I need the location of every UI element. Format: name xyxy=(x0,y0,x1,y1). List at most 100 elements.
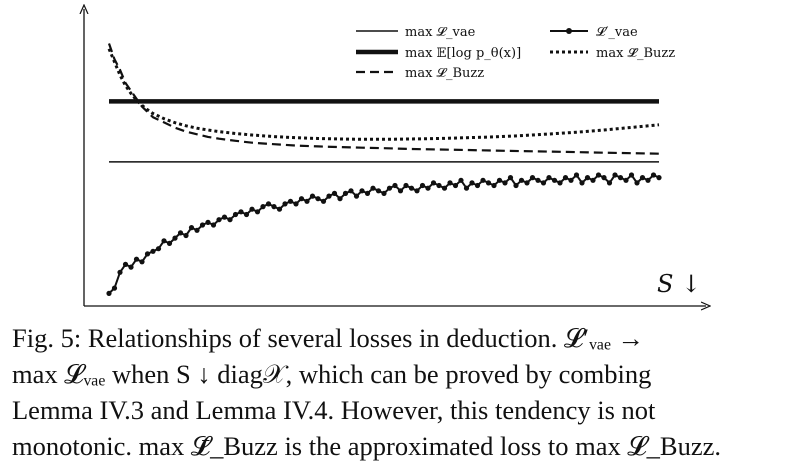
data-point xyxy=(606,180,613,186)
data-point xyxy=(414,188,420,194)
data-point xyxy=(408,185,415,191)
data-point xyxy=(210,222,217,228)
data-point xyxy=(573,172,580,178)
legend-swatch-dot xyxy=(566,28,572,34)
data-point xyxy=(199,222,206,228)
data-point xyxy=(623,177,629,183)
data-point xyxy=(496,177,503,183)
data-point xyxy=(639,175,646,181)
data-point xyxy=(144,251,151,257)
data-point xyxy=(469,180,475,186)
data-point xyxy=(265,201,272,207)
data-point xyxy=(353,193,360,199)
data-point xyxy=(430,180,437,186)
data-point xyxy=(386,185,393,191)
data-point xyxy=(364,190,371,196)
data-point xyxy=(177,230,184,236)
data-point xyxy=(326,193,332,199)
data-point xyxy=(166,240,173,246)
data-point xyxy=(612,172,618,178)
data-point xyxy=(392,182,398,189)
series-line-l-buzz xyxy=(107,43,660,155)
data-point xyxy=(216,217,222,223)
data-point xyxy=(375,188,382,194)
data-point xyxy=(161,238,167,244)
data-point xyxy=(557,180,563,186)
data-point xyxy=(315,196,321,202)
data-point xyxy=(331,190,338,196)
data-point xyxy=(458,177,464,183)
data-point xyxy=(595,172,602,178)
data-point xyxy=(128,264,134,270)
data-point xyxy=(474,182,481,189)
data-point xyxy=(188,225,195,231)
data-point xyxy=(419,182,426,189)
data-point xyxy=(441,185,448,191)
caption-line-1: Fig. 5: Relationships of several losses … xyxy=(12,323,645,353)
data-point xyxy=(155,246,162,252)
x-axis-label: S ↓ xyxy=(657,270,701,298)
data-point xyxy=(150,248,156,254)
data-point xyxy=(249,206,255,212)
data-point xyxy=(111,285,118,291)
legend-item-l-elbo: max 𝔼[log p_θ(x)] xyxy=(356,46,521,61)
data-point xyxy=(513,182,519,189)
data-point xyxy=(133,256,140,262)
data-point xyxy=(551,177,558,183)
data-point xyxy=(337,196,343,202)
data-point xyxy=(309,193,316,199)
data-point xyxy=(106,290,112,296)
data-point xyxy=(183,232,189,239)
data-point xyxy=(276,206,283,212)
data-point xyxy=(628,172,635,178)
data-point xyxy=(342,190,349,196)
data-point xyxy=(634,180,640,186)
data-point xyxy=(282,201,288,207)
data-point xyxy=(617,175,624,181)
data-point xyxy=(480,177,486,183)
data-point xyxy=(584,175,591,181)
legend-label-l-buzz-bar: max 𝓛̄_Buzz xyxy=(596,46,675,61)
data-point xyxy=(463,185,470,191)
data-point xyxy=(359,188,365,194)
data-point xyxy=(194,227,200,233)
series-line-l-buzz-bar xyxy=(107,48,660,141)
data-point xyxy=(348,188,354,194)
data-point xyxy=(254,209,261,215)
data-point xyxy=(320,198,327,204)
data-point xyxy=(535,177,541,183)
data-point xyxy=(260,204,266,210)
data-point xyxy=(518,177,525,183)
data-point xyxy=(562,175,569,181)
data-point xyxy=(271,204,277,210)
series-layer xyxy=(106,43,662,296)
data-point xyxy=(568,177,574,183)
data-point xyxy=(205,219,211,225)
figure-caption: Fig. 5: Relationships of several losses … xyxy=(12,320,780,464)
data-point xyxy=(507,175,514,181)
data-point xyxy=(117,269,123,275)
caption-line-2: max 𝓛ᵥₐₑ when S ↓ diag𝒳, which can be pr… xyxy=(12,359,652,389)
data-point xyxy=(238,209,244,215)
legend-item-l-vae-prime: 𝓛′_vae xyxy=(550,25,638,40)
legend-item-l-buzz: max 𝓛_Buzz xyxy=(356,66,484,81)
data-point xyxy=(485,180,492,186)
data-point xyxy=(397,188,404,194)
data-point xyxy=(650,172,657,178)
data-point xyxy=(172,235,178,241)
data-point xyxy=(227,217,233,223)
data-point xyxy=(546,175,552,181)
legend-label-l-buzz: max 𝓛_Buzz xyxy=(405,66,484,81)
data-point xyxy=(298,196,305,202)
legend-item-l-buzz-bar: max 𝓛̄_Buzz xyxy=(550,46,675,61)
data-point xyxy=(232,211,239,218)
legend-label-l-elbo: max 𝔼[log p_θ(x)] xyxy=(405,46,521,61)
data-point xyxy=(529,175,536,181)
data-point xyxy=(139,259,145,265)
legend: max 𝓛_vae max 𝔼[log p_θ(x)] max 𝓛_Buzz 𝓛… xyxy=(356,25,675,81)
data-point xyxy=(425,185,431,191)
legend-label-l-vae: max 𝓛_vae xyxy=(405,25,476,40)
chart: S ↓ max 𝓛_vae max 𝔼[log p_θ(x)] max 𝓛_Bu… xyxy=(0,0,788,318)
data-point xyxy=(403,182,409,189)
data-point xyxy=(540,180,547,186)
